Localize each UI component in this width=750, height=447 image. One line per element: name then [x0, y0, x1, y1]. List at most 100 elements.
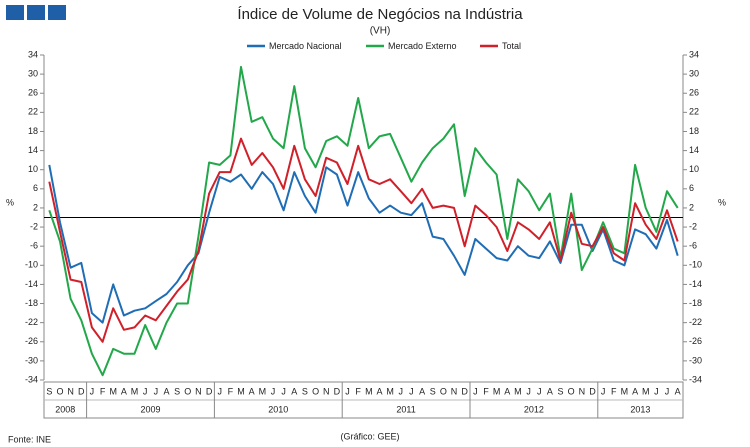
x-tick-label: F [100, 386, 106, 396]
y2-tick-label: -14 [689, 279, 702, 289]
legend-label: Mercado Nacional [269, 41, 342, 51]
x-tick-label: J [90, 386, 95, 396]
y-tick-label: -2 [30, 221, 38, 231]
y-tick-label: -30 [25, 355, 38, 365]
series-line [48, 164, 679, 324]
source: Fonte: INE [8, 434, 51, 444]
series-line [48, 137, 679, 343]
year-label: 2013 [630, 404, 650, 414]
x-tick-label: N [579, 386, 586, 396]
x-tick-label: M [365, 386, 373, 396]
x-tick-label: O [440, 386, 447, 396]
x-tick-label: A [291, 386, 297, 396]
x-tick-label: A [249, 386, 255, 396]
x-tick-label: J [217, 386, 222, 396]
y-tick-label: 34 [28, 49, 38, 59]
year-label: 2012 [524, 404, 544, 414]
x-tick-label: A [376, 386, 382, 396]
x-tick-label: O [312, 386, 319, 396]
x-tick-label: O [56, 386, 63, 396]
y-tick-label: -14 [25, 279, 38, 289]
x-tick-label: M [259, 386, 267, 396]
y-axis-label: % [6, 197, 14, 207]
y2-tick-label: 14 [689, 145, 699, 155]
x-tick-label: S [174, 386, 180, 396]
year-label: 2011 [396, 404, 415, 414]
y-tick-label: -18 [25, 298, 38, 308]
y-tick-label: 10 [28, 164, 38, 174]
y2-axis-label: % [718, 197, 726, 207]
y2-tick-label: 30 [689, 68, 699, 78]
x-tick-label: D [589, 386, 596, 396]
y-tick-label: 30 [28, 68, 38, 78]
x-tick-label: N [323, 386, 330, 396]
y-tick-label: 14 [28, 145, 38, 155]
y-tick-label: 2 [33, 202, 38, 212]
x-tick-label: M [642, 386, 650, 396]
x-tick-label: S [302, 386, 308, 396]
x-tick-label: J [271, 386, 276, 396]
x-tick-label: N [67, 386, 74, 396]
chart-subtitle: (VH) [370, 26, 391, 37]
year-label: 2010 [268, 404, 288, 414]
x-tick-label: D [78, 386, 85, 396]
y-tick-label: -10 [25, 260, 38, 270]
y-tick-label: 26 [28, 88, 38, 98]
logo-block [27, 5, 45, 20]
x-tick-label: A [504, 386, 510, 396]
y2-tick-label: -30 [689, 355, 702, 365]
x-tick-label: A [121, 386, 127, 396]
x-tick-label: S [46, 386, 52, 396]
y-tick-label: -26 [25, 336, 38, 346]
x-tick-label: J [665, 386, 670, 396]
x-tick-label: A [163, 386, 169, 396]
x-tick-label: M [386, 386, 394, 396]
x-tick-label: F [611, 386, 617, 396]
x-tick-label: A [419, 386, 425, 396]
x-tick-label: S [558, 386, 564, 396]
series-line [48, 65, 679, 377]
y2-tick-label: -18 [689, 298, 702, 308]
x-tick-label: M [514, 386, 522, 396]
x-tick-label: J [473, 386, 478, 396]
x-tick-label: N [195, 386, 202, 396]
y2-tick-label: 2 [689, 202, 694, 212]
y2-tick-label: 10 [689, 164, 699, 174]
x-tick-label: A [547, 386, 553, 396]
y2-tick-label: 18 [689, 126, 699, 136]
chart-title: Índice de Volume de Negócios na Indústri… [237, 6, 523, 23]
x-tick-label: M [109, 386, 117, 396]
x-tick-label: A [675, 386, 681, 396]
x-tick-label: J [154, 386, 159, 396]
y2-tick-label: 6 [689, 183, 694, 193]
x-tick-label: J [281, 386, 286, 396]
x-tick-label: N [451, 386, 458, 396]
y2-tick-label: 34 [689, 49, 699, 59]
y-tick-label: 18 [28, 126, 38, 136]
x-tick-label: M [237, 386, 245, 396]
x-tick-label: J [399, 386, 404, 396]
logo-block [48, 5, 66, 20]
x-tick-label: S [430, 386, 436, 396]
x-tick-label: J [526, 386, 531, 396]
legend-label: Total [502, 41, 521, 51]
y-tick-label: -34 [25, 374, 38, 384]
y2-tick-label: 26 [689, 88, 699, 98]
x-tick-label: A [632, 386, 638, 396]
x-tick-label: M [621, 386, 629, 396]
x-tick-label: O [568, 386, 575, 396]
y2-tick-label: -2 [689, 221, 697, 231]
x-tick-label: D [461, 386, 468, 396]
x-tick-label: M [493, 386, 501, 396]
x-tick-label: J [537, 386, 542, 396]
y2-tick-label: -34 [689, 374, 702, 384]
y2-tick-label: 22 [689, 107, 699, 117]
logo-block [6, 5, 24, 20]
y2-tick-label: -6 [689, 241, 697, 251]
x-tick-label: O [184, 386, 191, 396]
y2-tick-label: -26 [689, 336, 702, 346]
year-label: 2008 [55, 404, 75, 414]
x-tick-label: D [334, 386, 341, 396]
x-tick-label: J [143, 386, 148, 396]
